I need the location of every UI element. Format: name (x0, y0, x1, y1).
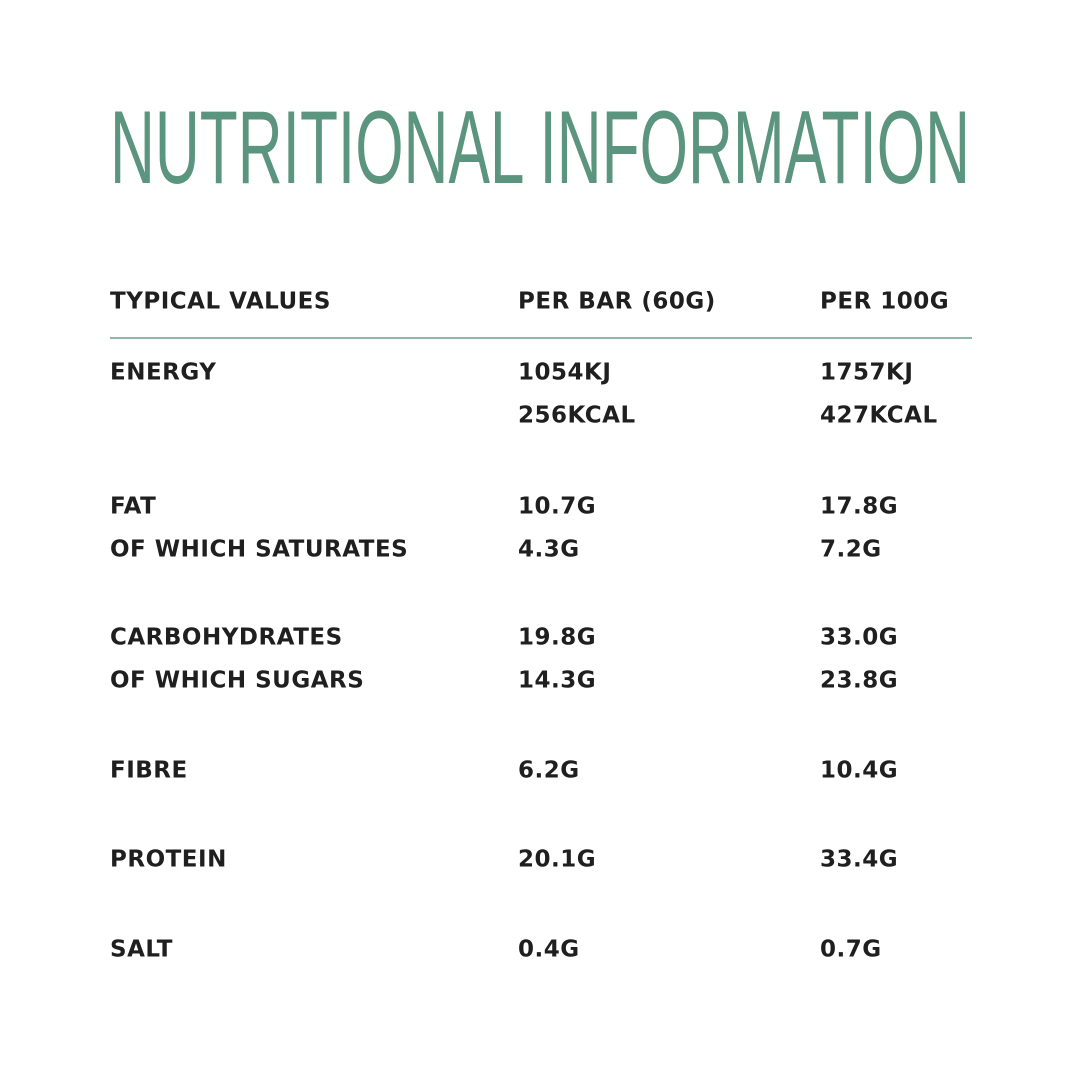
per-100g-value: 0.7G (820, 936, 882, 963)
column-header: PER 100G (820, 288, 950, 315)
per-bar-value: 4.3G (518, 536, 580, 563)
row-label: FIBRE (110, 757, 188, 784)
row-label: FAT (110, 493, 157, 520)
per-bar-value: 6.2G (518, 757, 580, 784)
row-label: SALT (110, 936, 173, 963)
row-label: PROTEIN (110, 846, 227, 873)
per-100g-value: 1757KJ (820, 359, 914, 386)
per-bar-value: 20.1G (518, 846, 597, 873)
per-bar-value: 256KCAL (518, 402, 636, 429)
column-header: PER BAR (60G) (518, 288, 716, 315)
row-label: CARBOHYDRATES (110, 624, 343, 651)
per-100g-value: 33.4G (820, 846, 899, 873)
per-100g-value: 7.2G (820, 536, 882, 563)
per-bar-value: 19.8G (518, 624, 597, 651)
title: NUTRITIONAL INFORMATION (110, 90, 970, 206)
title-area: NUTRITIONAL INFORMATION (110, 90, 970, 206)
per-100g-value: 427KCAL (820, 402, 938, 429)
per-bar-value: 10.7G (518, 493, 597, 520)
per-bar-value: 0.4G (518, 936, 580, 963)
per-100g-value: 17.8G (820, 493, 899, 520)
per-100g-value: 10.4G (820, 757, 899, 784)
row-label: ENERGY (110, 359, 217, 386)
row-label: OF WHICH SATURATES (110, 536, 409, 563)
row-label: OF WHICH SUGARS (110, 667, 365, 694)
column-header: TYPICAL VALUES (110, 288, 331, 315)
per-bar-value: 1054KJ (518, 359, 612, 386)
per-100g-value: 23.8G (820, 667, 899, 694)
per-bar-value: 14.3G (518, 667, 597, 694)
header-rule (110, 337, 972, 339)
per-100g-value: 33.0G (820, 624, 899, 651)
